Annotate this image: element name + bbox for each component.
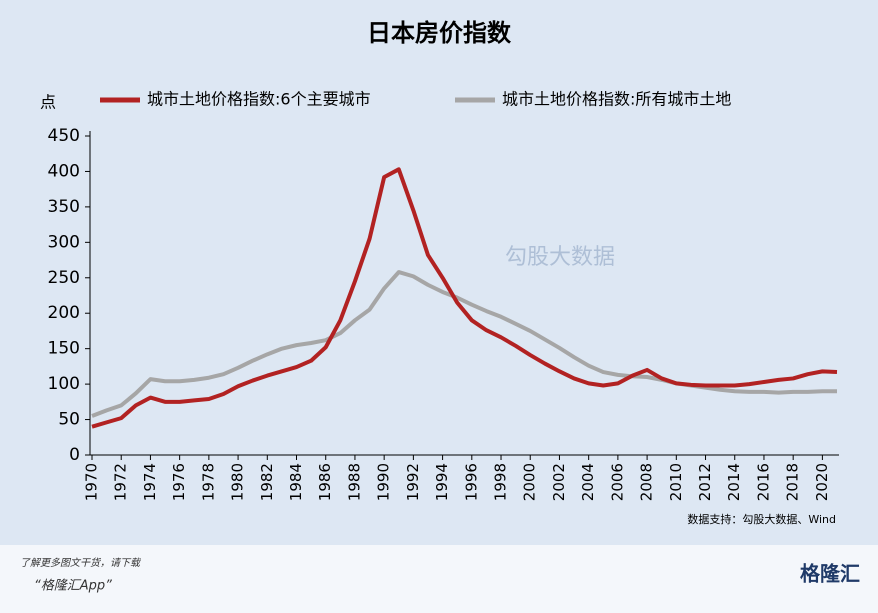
- x-tick-label: 2008: [638, 463, 656, 501]
- x-tick-label: 2004: [579, 463, 597, 501]
- x-tick-label: 2020: [813, 463, 831, 501]
- x-tick-label: 1990: [375, 463, 393, 501]
- x-tick-label: 1996: [462, 463, 480, 501]
- y-tick-label: 50: [58, 410, 80, 430]
- logo: 格隆汇: [800, 562, 860, 586]
- footer-background: [0, 545, 878, 613]
- x-tick-label: 1982: [258, 463, 276, 501]
- x-tick-label: 1992: [404, 463, 422, 501]
- series-line: [91, 167, 838, 429]
- x-tick-label: 1970: [83, 463, 101, 501]
- x-tick-label: 1986: [316, 463, 334, 501]
- y-tick-label: 400: [48, 161, 80, 181]
- x-tick-label: 1980: [229, 463, 247, 501]
- chart-title: 日本房价指数: [367, 19, 512, 47]
- x-tick-label: 1976: [170, 463, 188, 501]
- x-tick-label: 1998: [492, 463, 510, 501]
- source: 数据支持：勾股大数据、Wind: [687, 512, 836, 526]
- x-tick-label: 1978: [199, 463, 217, 501]
- y-tick-label: 150: [48, 339, 80, 359]
- footer-app: “格隆汇App”: [34, 579, 112, 594]
- x-tick-label: 2014: [725, 463, 743, 501]
- y-tick-label: 450: [48, 126, 80, 146]
- x-tick-label: 1974: [141, 463, 159, 501]
- y-tick-label: 200: [48, 303, 80, 323]
- x-tick-label: 1972: [112, 463, 130, 501]
- x-tick-label: 1994: [433, 463, 451, 501]
- y-axis-label: 点: [40, 93, 56, 112]
- x-tick-label: 2010: [667, 463, 685, 501]
- footer-text: 了解更多图文干货，请下载: [20, 557, 142, 569]
- y-tick-label: 350: [48, 197, 80, 217]
- legend-label: 城市土地价格指数:6个主要城市: [147, 90, 371, 109]
- x-tick-label: 2000: [521, 463, 539, 501]
- x-tick-label: 2018: [784, 463, 802, 501]
- x-tick-label: 2012: [696, 463, 714, 501]
- y-tick-label: 100: [48, 374, 80, 394]
- watermark: 勾股大数据: [505, 245, 615, 270]
- series-line: [91, 270, 837, 418]
- x-tick-label: 1988: [345, 463, 363, 501]
- x-tick-label: 2002: [550, 463, 568, 501]
- legend-label: 城市土地价格指数:所有城市土地: [502, 90, 731, 109]
- x-tick-label: 1984: [287, 463, 305, 501]
- x-tick-label: 2006: [608, 463, 626, 501]
- x-tick-label: 2016: [754, 463, 772, 501]
- y-tick-label: 0: [69, 445, 80, 465]
- y-tick-label: 300: [48, 232, 80, 252]
- y-tick-label: 250: [48, 268, 80, 288]
